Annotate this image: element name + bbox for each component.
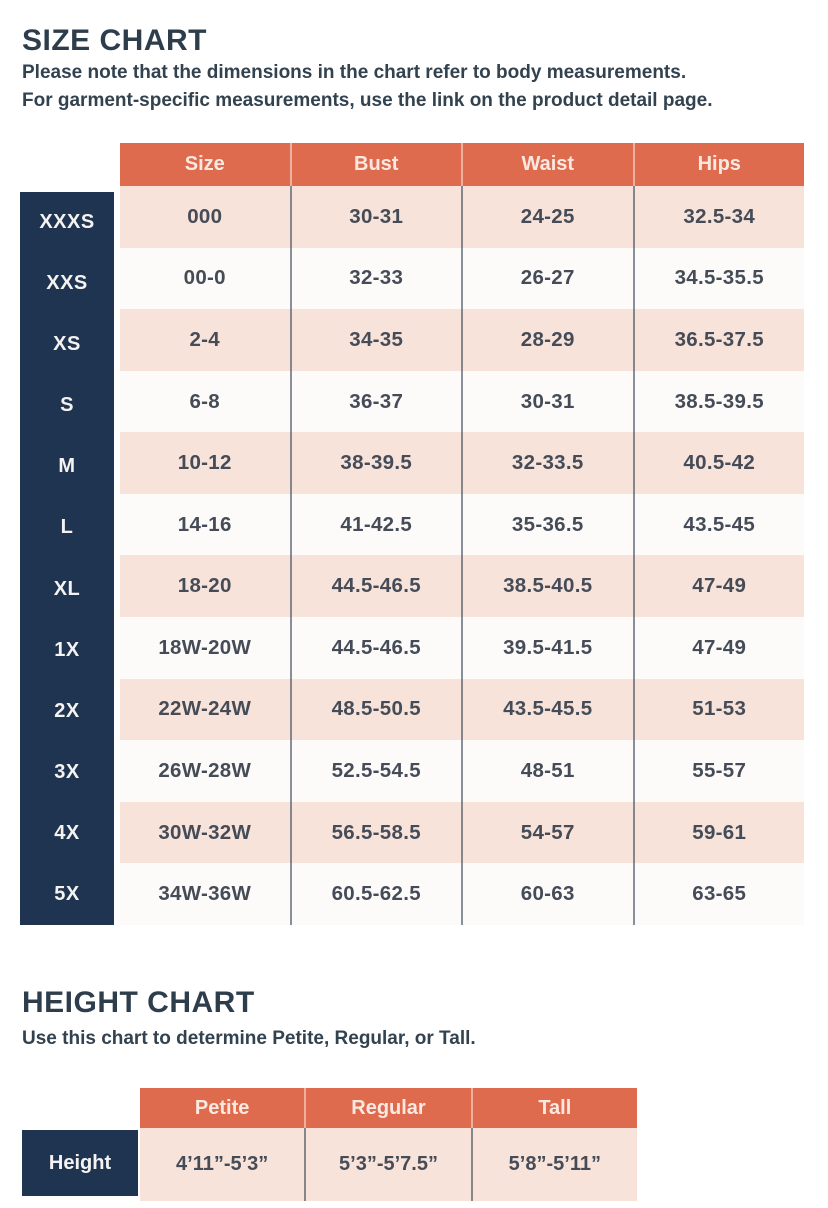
- height-column-header-regular: Regular: [304, 1088, 470, 1128]
- size-row-label-l: L: [60, 516, 74, 539]
- cell-hips: 36.5-37.5: [632, 309, 805, 371]
- size-chart-subtitle-line1: Please note that the dimensions in the c…: [22, 62, 687, 83]
- cell-size: 30W-32W: [158, 820, 252, 844]
- size-row-label-3x: 3X: [54, 760, 80, 783]
- size-row-label-m: M: [58, 455, 76, 478]
- cell-waist: 35-36.5: [461, 493, 633, 556]
- cell-hips: 59-61: [632, 801, 805, 864]
- cell-waist: 24-25: [461, 186, 633, 248]
- cell-bust: 52.5-54.5: [289, 740, 462, 802]
- cell-hips: 43.5-45: [632, 493, 805, 556]
- cell-size: 2-4: [189, 327, 221, 351]
- height-chart-header-row: Petite Regular Tall: [140, 1088, 637, 1128]
- size-table-row-5x: 34W-36W 60.5-62.5 60-63 63-65: [120, 863, 804, 925]
- cell-bust: 41-42.5: [289, 493, 462, 556]
- cell-hips: 51-53: [632, 678, 805, 741]
- size-chart-body: 000 30-31 24-25 32.5-34 00-0 32-33 26-27 34.5-3…: [120, 186, 804, 925]
- size-column-header-size: Size: [184, 153, 225, 175]
- height-chart-subtitle: Use this chart to determine Petite, Regu…: [22, 1028, 476, 1049]
- cell-hips: 34.5-35.5: [632, 247, 805, 310]
- cell-bust: 34-35: [289, 309, 462, 371]
- cell-waist: 43.5-45.5: [461, 678, 633, 741]
- cell-bust: 56.5-58.5: [289, 801, 462, 864]
- size-column-header-hips: Hips: [632, 143, 805, 186]
- cell-hips: 47-49: [632, 617, 805, 679]
- cell-size: 6-8: [189, 389, 221, 413]
- cell-waist: 30-31: [461, 370, 633, 433]
- size-column-header-waist: Waist: [461, 143, 633, 186]
- cell-hips: 55-57: [632, 740, 805, 802]
- cell-bust: 48.5-50.5: [289, 678, 462, 741]
- size-row-label-s: S: [60, 394, 74, 417]
- height-column-header-petite: Petite: [194, 1096, 250, 1119]
- cell-size: 000: [187, 204, 223, 228]
- height-cell-tall: 5’8”-5’11”: [470, 1128, 637, 1201]
- cell-waist: 60-63: [461, 863, 633, 925]
- size-table-row-m: 10-12 38-39.5 32-33.5 40.5-42: [120, 432, 804, 494]
- size-chart-table: Size Bust Waist Hips 000 30-31 24-25 32.5-34 00…: [120, 143, 804, 925]
- size-chart-subtitle-line2: For garment-specific measurements, use t…: [22, 90, 713, 111]
- size-table-row-xxxs: 000 30-31 24-25 32.5-34: [120, 186, 804, 248]
- size-row-label-4x: 4X: [54, 821, 80, 844]
- cell-bust: 44.5-46.5: [289, 617, 462, 679]
- size-table-row-1x: 18W-20W 44.5-46.5 39.5-41.5 47-49: [120, 617, 804, 679]
- size-row-label-column: XXXS XXS XS S M L XL 1X 2X 3X 4X 5X: [20, 192, 114, 925]
- size-chart-header-row: Size Bust Waist Hips: [120, 143, 804, 186]
- cell-waist: 54-57: [461, 801, 633, 864]
- cell-bust: 60.5-62.5: [289, 863, 462, 925]
- cell-bust: 32-33: [289, 247, 462, 310]
- cell-size: 22W-24W: [158, 697, 252, 721]
- cell-waist: 38.5-40.5: [461, 555, 633, 618]
- size-table-row-3x: 26W-28W 52.5-54.5 48-51 55-57: [120, 740, 804, 802]
- cell-waist: 48-51: [461, 740, 633, 802]
- height-chart-row: 4’11”-5’3” 5’3”-5’7.5” 5’8”-5’11”: [140, 1128, 637, 1201]
- size-table-row-xxs: 00-0 32-33 26-27 34.5-35.5: [120, 247, 805, 310]
- height-cell-petite: 4’11”-5’3”: [176, 1153, 269, 1175]
- size-row-label-xs: XS: [53, 333, 81, 356]
- size-table-row-2x: 22W-24W 48.5-50.5 43.5-45.5 51-53: [120, 678, 805, 741]
- cell-hips: 63-65: [632, 863, 805, 925]
- size-table-row-l: 14-16 41-42.5 35-36.5 43.5-45: [120, 493, 805, 556]
- height-cell-regular: 5’3”-5’7.5”: [304, 1128, 470, 1201]
- cell-bust: 30-31: [289, 186, 462, 248]
- size-table-row-4x: 30W-32W 56.5-58.5 54-57 59-61: [120, 801, 805, 864]
- size-row-label-xl: XL: [53, 577, 81, 600]
- size-table-row-xs: 2-4 34-35 28-29 36.5-37.5: [120, 309, 804, 371]
- size-row-label-xxxs: XXXS: [39, 211, 95, 234]
- cell-size: 26W-28W: [158, 758, 252, 782]
- cell-size: 14-16: [177, 512, 232, 536]
- cell-hips: 40.5-42: [632, 432, 805, 494]
- cell-hips: 38.5-39.5: [632, 370, 805, 433]
- cell-waist: 32-33.5: [461, 432, 633, 494]
- size-column-header-bust: Bust: [289, 143, 462, 186]
- cell-bust: 36-37: [289, 370, 462, 433]
- cell-waist: 39.5-41.5: [461, 617, 633, 679]
- size-row-label-xxs: XXS: [46, 272, 88, 295]
- cell-size: 10-12: [177, 451, 232, 475]
- size-row-label-5x: 5X: [54, 882, 80, 905]
- cell-size: 18-20: [177, 574, 232, 598]
- cell-bust: 38-39.5: [289, 432, 462, 494]
- height-column-header-tall: Tall: [470, 1088, 637, 1128]
- cell-waist: 28-29: [461, 309, 633, 371]
- size-row-label-2x: 2X: [54, 699, 80, 722]
- cell-hips: 47-49: [632, 555, 805, 618]
- size-row-label-1x: 1X: [54, 638, 80, 661]
- size-table-row-s: 6-8 36-37 30-31 38.5-39.5: [120, 370, 805, 433]
- size-table-row-xl: 18-20 44.5-46.5 38.5-40.5 47-49: [120, 555, 805, 618]
- cell-size: 34W-36W: [158, 882, 252, 906]
- cell-bust: 44.5-46.5: [289, 555, 462, 618]
- height-chart-title: HEIGHT CHART: [22, 986, 255, 1019]
- cell-size: 18W-20W: [158, 635, 252, 659]
- height-row-label: Height: [22, 1130, 138, 1196]
- cell-size: 00-0: [183, 266, 226, 290]
- cell-waist: 26-27: [461, 247, 633, 310]
- size-chart-title: SIZE CHART: [22, 24, 207, 57]
- cell-hips: 32.5-34: [632, 186, 805, 248]
